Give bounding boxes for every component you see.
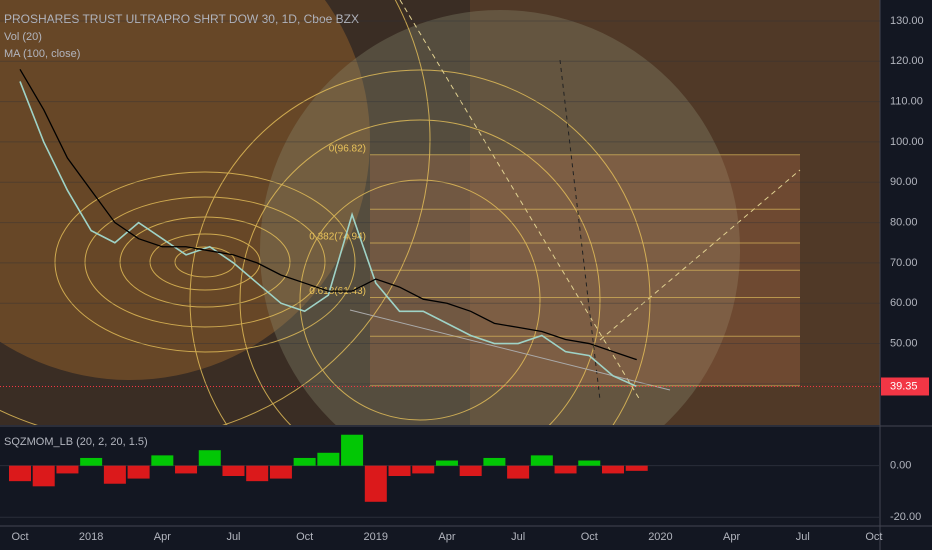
y-tick-label: 120.00 <box>890 55 924 67</box>
momentum-bar <box>507 465 530 479</box>
y-tick-label: 90.00 <box>890 176 918 188</box>
momentum-bar <box>578 460 601 466</box>
last-price-box <box>881 377 929 396</box>
x-tick-label: Oct <box>865 531 882 543</box>
momentum-bar <box>483 457 506 466</box>
y-tick-label: -20.00 <box>890 511 921 523</box>
indicator-label: Vol (20) <box>4 31 42 43</box>
momentum-bar <box>341 434 364 466</box>
trend-line <box>399 0 641 401</box>
drawings <box>0 0 880 425</box>
x-tick-label: Apr <box>438 531 455 543</box>
fan-zone <box>470 0 880 425</box>
y-tick-label: 70.00 <box>890 257 918 269</box>
x-tick-label: Jul <box>796 531 810 543</box>
x-tick-label: Apr <box>723 531 740 543</box>
momentum-bar <box>602 465 624 474</box>
x-tick-label: Apr <box>154 531 171 543</box>
momentum-bar <box>459 465 482 476</box>
x-tick-label: Oct <box>11 531 28 543</box>
x-tick-label: Jul <box>226 531 240 543</box>
fib-ellipses <box>0 0 651 425</box>
fib-circle <box>260 10 740 425</box>
momentum-bar <box>56 465 79 474</box>
momentum-bar <box>151 455 174 466</box>
y-tick-label: 60.00 <box>890 297 918 309</box>
momentum-bar <box>625 465 648 471</box>
trend-line <box>559 59 601 401</box>
momentum-bar <box>364 465 387 502</box>
legend-entry: MA (100, close) <box>4 48 80 60</box>
momentum-bar <box>412 465 435 474</box>
momentum-bar <box>269 465 292 479</box>
indicator-title: SQZMOM_LB (20, 2, 20, 1.5) <box>4 436 148 448</box>
momentum-bar <box>80 457 103 466</box>
momentum-bar <box>435 460 458 466</box>
x-tick-label: Oct <box>581 531 598 543</box>
momentum-bar <box>554 465 577 474</box>
x-tick-label: 2020 <box>648 531 672 543</box>
momentum-bar <box>32 465 55 487</box>
y-tick-label: 50.00 <box>890 337 918 349</box>
momentum-bar <box>175 465 198 474</box>
x-tick-label: 2019 <box>364 531 388 543</box>
momentum-bar <box>222 465 245 476</box>
series-line <box>19 81 638 388</box>
momentum-bar <box>103 465 126 484</box>
momentum-bar <box>127 465 150 479</box>
fib-label: 0(96.82) <box>329 143 366 154</box>
y-tick-label: 80.00 <box>890 216 918 228</box>
momentum-bar <box>388 465 411 476</box>
last-price-label: 39.35 <box>890 380 918 392</box>
fib-label: 0.382(74.94) <box>309 232 366 243</box>
trend-line <box>599 169 801 341</box>
momentum-bar <box>198 450 221 466</box>
x-tick-label: Oct <box>296 531 313 543</box>
momentum-bar <box>530 455 553 466</box>
momentum-bar <box>9 465 31 482</box>
momentum-bar <box>246 465 269 482</box>
y-tick-label: 100.00 <box>890 136 924 148</box>
y-tick-label: 110.00 <box>890 96 923 108</box>
chart-title: PROSHARES TRUST ULTRAPRO SHRT DOW 30, 1D… <box>4 12 359 26</box>
y-tick-label: 130.00 <box>890 15 924 27</box>
momentum-bar <box>293 457 316 466</box>
y-tick-label: 0.00 <box>890 460 911 472</box>
series-line <box>19 69 637 361</box>
momentum-bar <box>317 452 340 466</box>
x-tick-label: Jul <box>511 531 525 543</box>
x-tick-label: 2018 <box>79 531 103 543</box>
